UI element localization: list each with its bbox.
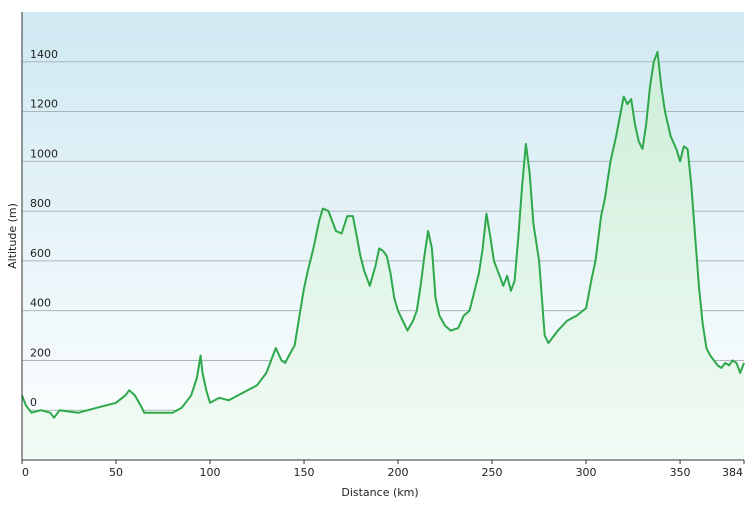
y-tick-label: 1200 bbox=[30, 98, 58, 111]
x-tick-label: 100 bbox=[200, 466, 221, 479]
y-tick-label: 400 bbox=[30, 297, 51, 310]
x-tick-label: 150 bbox=[294, 466, 315, 479]
x-tick-label: 0 bbox=[22, 466, 29, 479]
x-tick-labels: 0 50 100 150 200 250 300 350 384 bbox=[22, 466, 743, 479]
y-tick-label: 1000 bbox=[30, 147, 58, 160]
elevation-area bbox=[22, 51, 744, 461]
x-tick-label: 384 bbox=[722, 466, 743, 479]
x-tick-label: 250 bbox=[482, 466, 503, 479]
x-tick-label: 50 bbox=[109, 466, 123, 479]
axes bbox=[21, 12, 745, 464]
y-tick-label: 0 bbox=[30, 396, 37, 409]
x-axis-title: Distance (km) bbox=[341, 486, 418, 499]
y-tick-label: 1400 bbox=[30, 48, 58, 61]
x-tick-label: 350 bbox=[670, 466, 691, 479]
x-tick-label: 300 bbox=[576, 466, 597, 479]
y-axis-title: Altitude (m) bbox=[6, 203, 19, 269]
y-tick-label: 600 bbox=[30, 247, 51, 260]
x-tick-label: 200 bbox=[388, 466, 409, 479]
y-tick-label: 800 bbox=[30, 197, 51, 210]
elevation-line bbox=[21, 50, 745, 419]
y-tick-labels: 0 200 400 600 800 1000 1200 1400 bbox=[30, 48, 58, 409]
y-tick-label: 200 bbox=[30, 346, 51, 359]
